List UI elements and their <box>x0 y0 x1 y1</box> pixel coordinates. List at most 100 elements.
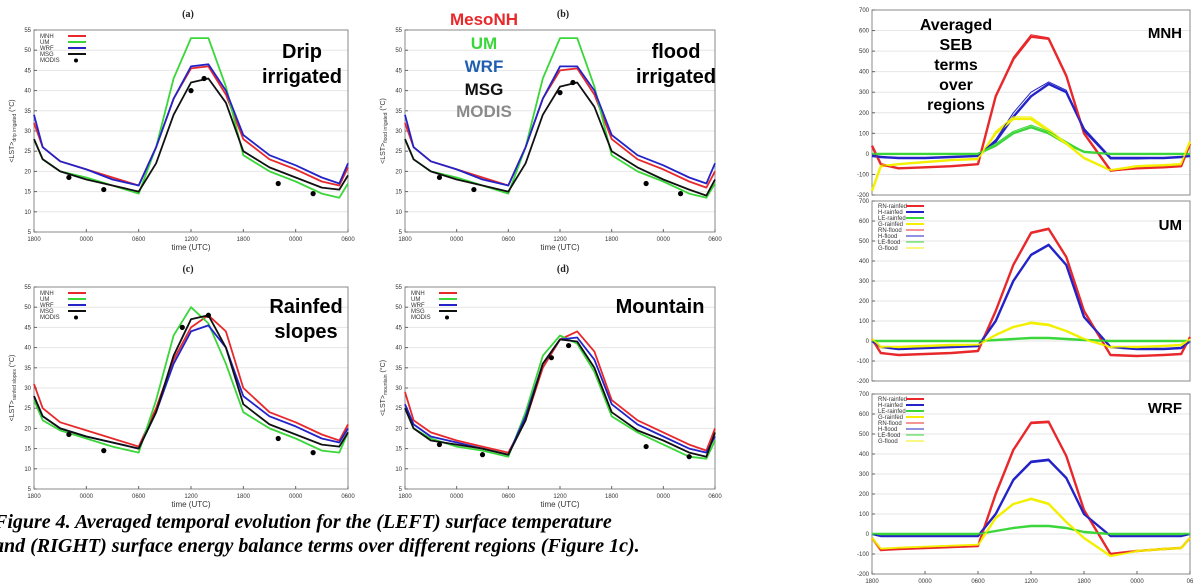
series-line-h-rainfed <box>871 82 1191 160</box>
modis-point <box>471 186 477 193</box>
x-tick-label: 0600 <box>132 237 146 243</box>
y-tick-label: 0 <box>866 152 870 158</box>
model-name-label: WRF <box>1148 400 1182 417</box>
series-line-rn-flood <box>871 34 1191 172</box>
x-tick-label: 1800 <box>865 579 879 585</box>
series-line-h-flood <box>871 458 1191 537</box>
x-axis-label: time (UTC) <box>540 243 579 252</box>
modis-point <box>557 90 563 96</box>
x-tick-label: 0600 <box>708 494 722 500</box>
legend-label: LE-rainfed <box>878 216 906 222</box>
y-tick-label: 400 <box>859 70 870 76</box>
x-tick-label: 0000 <box>450 494 464 500</box>
y-tick-label: 50 <box>395 305 402 311</box>
y-tick-label: 5 <box>399 487 403 493</box>
legend-label: G-flood <box>878 246 898 252</box>
modis-point <box>643 443 649 450</box>
x-tick-label: 0000 <box>80 237 94 243</box>
series-line-g-rainfed <box>871 321 1191 349</box>
legend-marker <box>445 315 449 320</box>
series-line-h-flood <box>871 81 1191 160</box>
series-line-mnh <box>33 314 349 448</box>
y-tick-label: 100 <box>859 319 870 325</box>
modis-point <box>188 88 194 94</box>
chart-panel-3: 5 10 15 20 25 30 35 40 45 50 55 1800 0000 0600 1200 180… <box>8 264 355 509</box>
x-tick-label: 1800 <box>237 494 251 500</box>
x-tick-label: 0000 <box>657 494 671 500</box>
modis-point <box>275 435 281 442</box>
legend-label: MNH <box>40 34 54 40</box>
modis-point <box>566 342 572 349</box>
big-legend-wrf: WRF <box>465 57 504 76</box>
y-tick-label: 55 <box>395 285 402 291</box>
series-line-um <box>404 37 716 199</box>
y-tick-label: 30 <box>24 386 31 392</box>
chart-panel-5: -200 -100 0 100 200 300 400 500 600 700 Averaged SE… <box>857 8 1192 199</box>
legend-label: LE-rainfed <box>878 409 906 415</box>
y-tick-label: 600 <box>859 219 870 225</box>
legend-label: MODIS <box>411 315 431 321</box>
x-tick-label: 1200 <box>1024 579 1038 585</box>
legend-label: MNH <box>40 291 54 297</box>
modis-point <box>205 312 212 318</box>
series-line-wrf <box>33 324 349 450</box>
y-tick-label: 400 <box>859 259 870 265</box>
big-legend-msg: MSG <box>465 80 504 99</box>
y-tick-label: 10 <box>24 210 31 216</box>
caption-line-2: and (RIGHT) surface energy balance terms… <box>0 535 640 557</box>
y-tick-label: 20 <box>395 426 402 432</box>
y-tick-label: 500 <box>859 432 870 438</box>
x-tick-label: 0600 <box>132 494 146 500</box>
legend-label: G-rainfed <box>878 415 903 421</box>
x-tick-label: 1200 <box>553 237 567 243</box>
legend-label: MODIS <box>40 58 60 64</box>
y-tick-label: 40 <box>395 346 402 352</box>
y-tick-label: 30 <box>395 386 402 392</box>
panel-annotation: Rainfed <box>269 296 342 318</box>
series-line-msg <box>404 338 716 458</box>
x-tick-label: 0600 <box>502 494 516 500</box>
series-line-h-flood <box>871 243 1191 350</box>
x-tick-label: 0600 <box>971 579 985 585</box>
series-line-wrf <box>33 63 349 187</box>
x-tick-label: 0000 <box>80 494 94 500</box>
modis-point <box>436 441 443 448</box>
y-axis-label: <LST>drip irrigated (°C) <box>8 99 18 162</box>
series-line-g-flood <box>871 497 1191 557</box>
y-axis-label: <LST>flood irrigated (°C) <box>379 98 389 164</box>
legend-marker <box>74 315 78 320</box>
x-axis-label: time (UTC) <box>171 500 210 509</box>
modis-point <box>310 191 316 197</box>
legend-label: MNH <box>411 291 425 297</box>
x-tick-label: 0600 <box>341 494 355 500</box>
series-line-le-flood <box>872 525 1190 535</box>
legend-label: LE-flood <box>878 240 900 246</box>
y-tick-label: 15 <box>395 447 402 453</box>
legend-label: RN-flood <box>878 421 902 427</box>
panel-title: (b) <box>557 9 569 20</box>
legend-label: MSG <box>40 52 54 58</box>
y-tick-label: 50 <box>24 305 31 311</box>
panel-annotation: slopes <box>274 321 337 343</box>
seb-annotation: over <box>939 77 973 94</box>
x-tick-label: 1200 <box>184 494 198 500</box>
y-tick-label: 700 <box>859 392 870 398</box>
y-tick-label: 45 <box>24 68 31 74</box>
x-tick-label: 0600 <box>502 237 516 243</box>
caption-line-1: Figure 4. Averaged temporal evolution fo… <box>0 511 612 533</box>
series-line-msg <box>33 314 349 450</box>
modis-point <box>479 452 486 458</box>
legend-label: WRF <box>40 46 54 52</box>
y-axis-label: <LST>mountain (°C) <box>379 360 389 416</box>
series-line-le-flood <box>872 337 1190 342</box>
modis-point <box>66 174 72 181</box>
y-tick-label: 55 <box>24 28 31 34</box>
x-tick-label: 1800 <box>1077 579 1091 585</box>
panel-annotation: irrigated <box>262 66 342 88</box>
x-tick-label: 0000 <box>450 237 464 243</box>
legend-label: RN-flood <box>878 228 902 234</box>
panel-title: (d) <box>557 264 569 275</box>
y-tick-label: 55 <box>395 28 402 34</box>
panel-annotation: Mountain <box>616 296 705 318</box>
